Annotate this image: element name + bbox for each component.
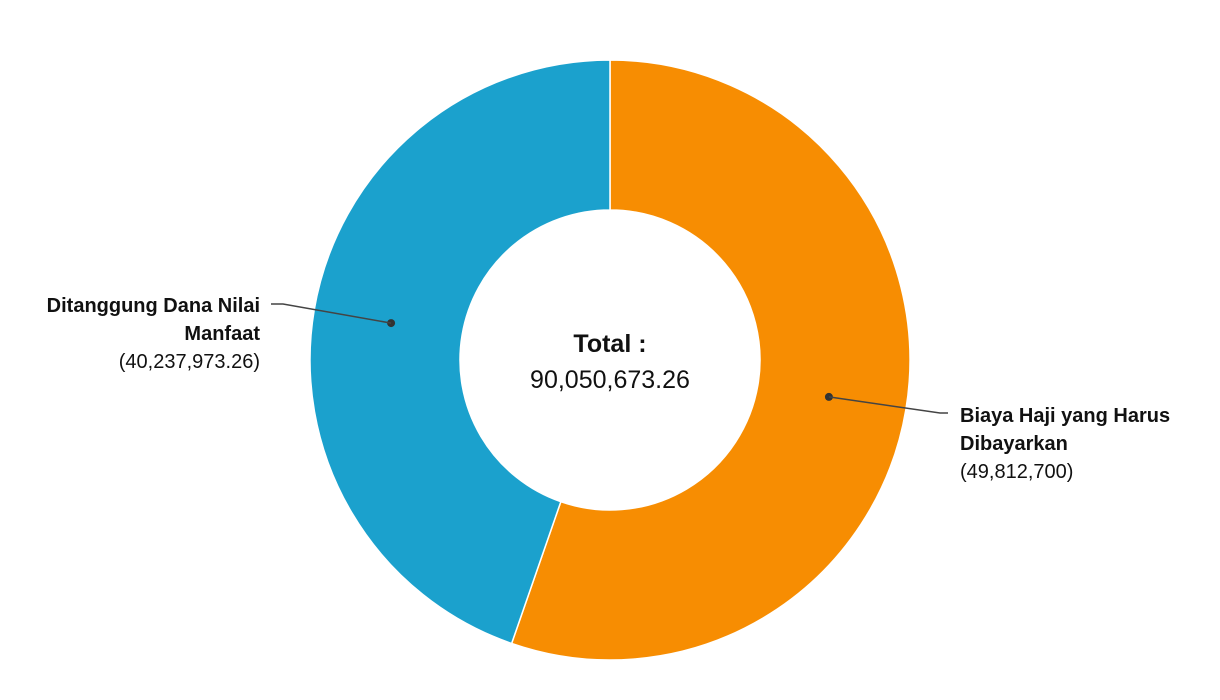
- center-label: Total : 90,050,673.26: [530, 330, 690, 394]
- donut-slice-1[interactable]: [510, 59, 911, 661]
- leader-lines-layer: [271, 303, 948, 414]
- center-title: Total :: [573, 330, 646, 358]
- slice-label-value: (40,237,973.26): [119, 351, 260, 373]
- center-total-value: 90,050,673.26: [530, 366, 690, 394]
- slice-labels-layer: Biaya Haji yang Harus Dibayarkan (49,812,7…: [47, 295, 1170, 483]
- slice-label-name-line: Ditanggung Dana Nilai: [47, 295, 260, 317]
- leader-line-2: [271, 303, 392, 324]
- slice-label-name-line: Biaya Haji yang Harus: [960, 405, 1170, 427]
- slice-label-name-line: Manfaat: [184, 323, 260, 345]
- slice-label-2: Ditanggung Dana Nilai Manfaat (40,237,973.…: [47, 295, 261, 373]
- slices-layer: [309, 59, 911, 661]
- slice-label-name-line: Dibayarkan: [960, 433, 1068, 455]
- slice-label-1: Biaya Haji yang Harus Dibayarkan (49,812,7…: [960, 405, 1170, 483]
- leader-line-1: [828, 396, 948, 414]
- slice-label-value: (49,812,700): [960, 461, 1073, 483]
- donut-slice-2[interactable]: [309, 59, 611, 645]
